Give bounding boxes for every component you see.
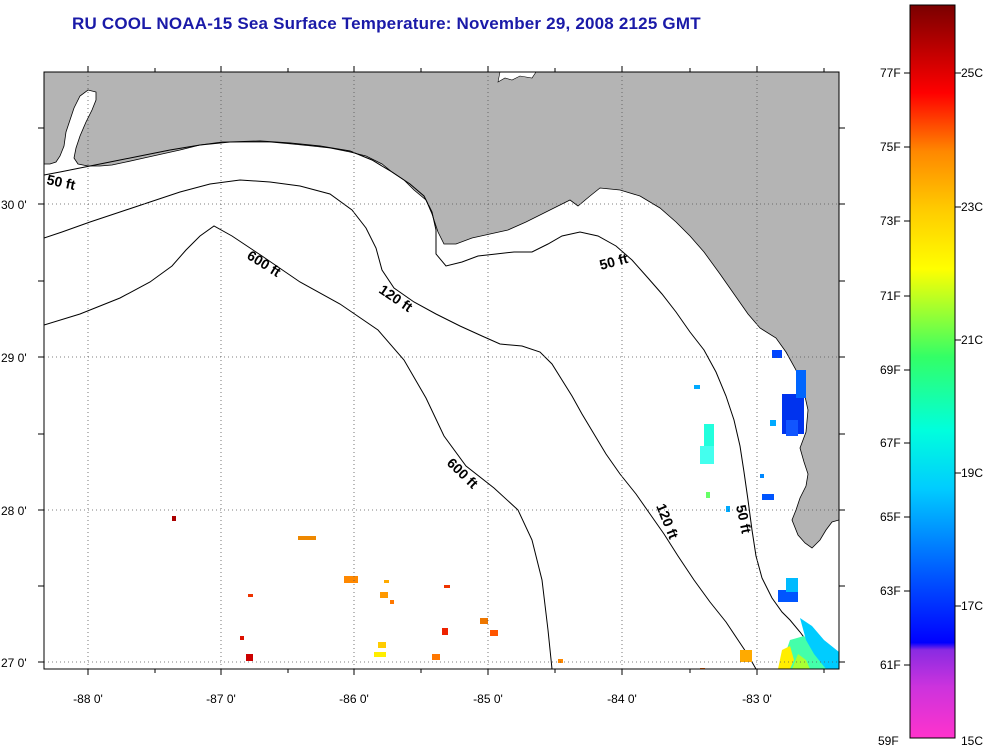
- contour-120ft: [44, 179, 757, 669]
- colorbar-label-f: 71F: [880, 289, 901, 303]
- lat-label: 30 0': [1, 198, 27, 212]
- colorbar-label-c: 25C: [961, 66, 983, 80]
- lat-label: 27 0': [1, 656, 27, 670]
- contour-600ft: [44, 225, 553, 669]
- tick-marks: [38, 66, 845, 675]
- land-mass: [44, 72, 839, 549]
- colorbar-label-f: 69F: [880, 363, 901, 377]
- colorbar-label-f: 63F: [880, 584, 901, 598]
- colorbar-label-f: 73F: [880, 214, 901, 228]
- contour-label-50ft: 50 ft: [45, 171, 77, 193]
- contour-label-50ft: 50 ft: [598, 250, 630, 273]
- colorbar-label-c: 17C: [961, 599, 983, 613]
- colorbar-label-c: 19C: [961, 466, 983, 480]
- colorbar-label-f: 61F: [880, 658, 901, 672]
- lon-label: -86 0': [339, 692, 369, 706]
- lat-label: 29 0': [1, 351, 27, 365]
- lon-label: -85 0': [473, 692, 503, 706]
- colorbar-label-c: 21C: [961, 333, 983, 347]
- lat-label: 28 0': [1, 504, 27, 518]
- colorbar-label-f: 65F: [880, 510, 901, 524]
- colorbar-label-f: 67F: [880, 436, 901, 450]
- sst-observations: [172, 350, 839, 669]
- island-shape: [497, 72, 537, 83]
- lon-label: -83 0': [742, 692, 772, 706]
- map-title: RU COOL NOAA-15 Sea Surface Temperature:…: [72, 14, 701, 33]
- lon-label: -87 0': [206, 692, 236, 706]
- colorbar-label-c: 15C: [961, 734, 983, 748]
- colorbar-label-f: 75F: [880, 140, 901, 154]
- contour-50ft: [44, 140, 823, 669]
- colorbar: [909, 4, 956, 739]
- colorbar-label-f: 77F: [880, 66, 901, 80]
- colorbar-ticks: [904, 72, 961, 666]
- lon-label: -88 0': [73, 692, 103, 706]
- colorbar-label-f: 59F: [878, 734, 899, 748]
- colorbar-label-c: 23C: [961, 200, 983, 214]
- lon-label: -84 0': [607, 692, 637, 706]
- map-border: [43, 71, 840, 670]
- graticule: [44, 72, 839, 669]
- contour-label-50ft: 50 ft: [733, 503, 755, 535]
